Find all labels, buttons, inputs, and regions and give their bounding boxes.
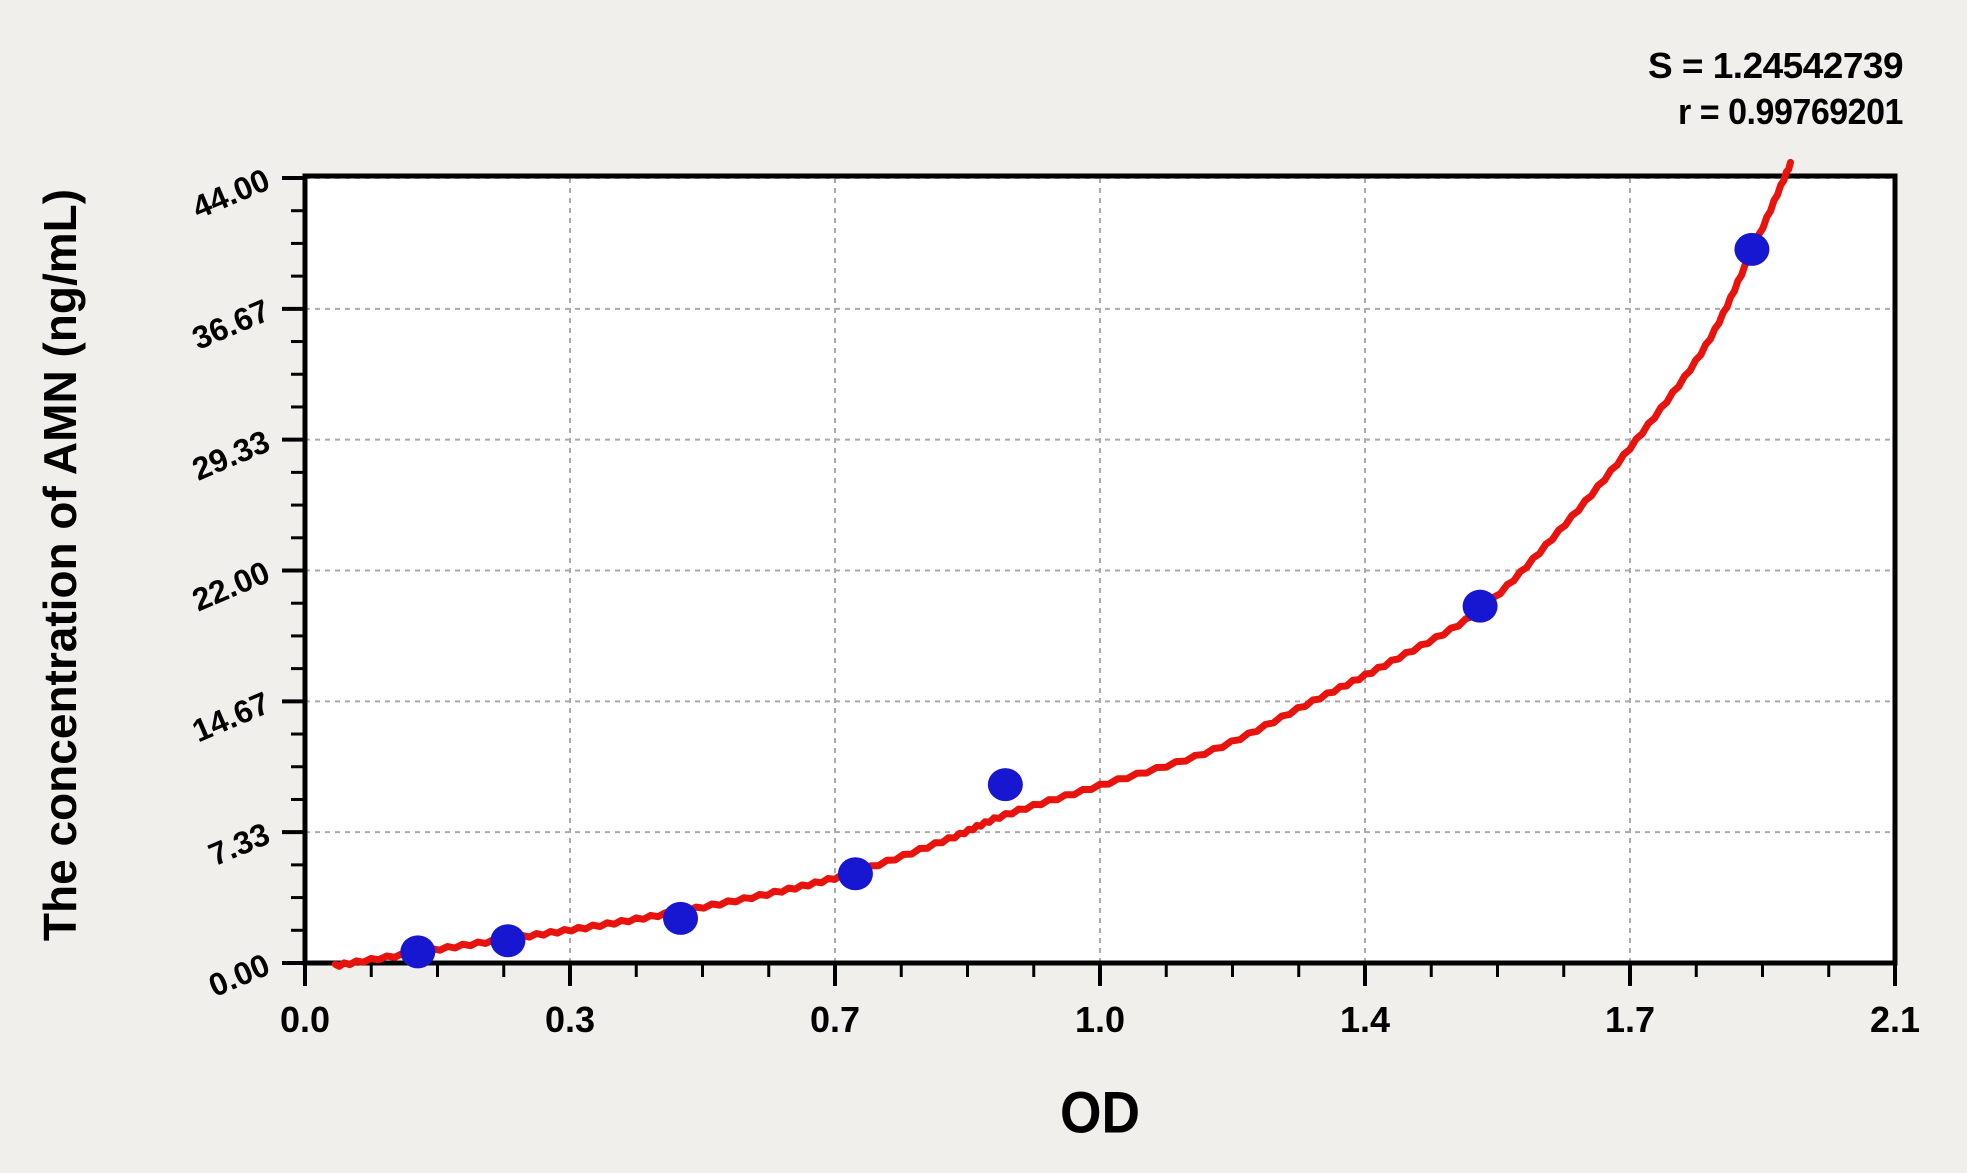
y-tick-label: 36.67 bbox=[187, 292, 275, 356]
data-point bbox=[400, 935, 436, 969]
x-tick-label: 0.0 bbox=[280, 999, 330, 1040]
data-point bbox=[1734, 232, 1770, 266]
x-tick-label: 2.1 bbox=[1870, 999, 1920, 1040]
y-tick-label: 0.00 bbox=[203, 946, 274, 1003]
y-axis-title: The concentration of AMN (ng/mL) bbox=[34, 189, 86, 941]
x-tick-label: 1.4 bbox=[1340, 999, 1390, 1040]
x-tick-label: 0.7 bbox=[810, 999, 860, 1040]
fit-curve bbox=[331, 158, 1794, 970]
fit-r-value: r = 0.99769201 bbox=[1678, 91, 1903, 132]
y-tick-label: 14.67 bbox=[187, 685, 275, 749]
x-tick-label: 1.7 bbox=[1605, 999, 1655, 1040]
data-point bbox=[663, 901, 699, 935]
y-tick-label: 22.00 bbox=[187, 554, 275, 618]
data-point bbox=[490, 924, 526, 958]
x-tick-label: 1.0 bbox=[1075, 999, 1125, 1040]
y-tick-label: 7.33 bbox=[203, 815, 274, 872]
x-tick-label: 0.3 bbox=[545, 999, 595, 1040]
x-axis-title: OD bbox=[1060, 1081, 1140, 1146]
plot-frame bbox=[302, 173, 1898, 966]
data-point bbox=[837, 857, 873, 891]
data-point bbox=[987, 768, 1023, 802]
y-tick-label: 44.00 bbox=[187, 161, 275, 225]
y-tick-label: 29.33 bbox=[187, 423, 275, 487]
data-point bbox=[1462, 589, 1498, 623]
fit-s-value: S = 1.24542739 bbox=[1648, 45, 1903, 86]
